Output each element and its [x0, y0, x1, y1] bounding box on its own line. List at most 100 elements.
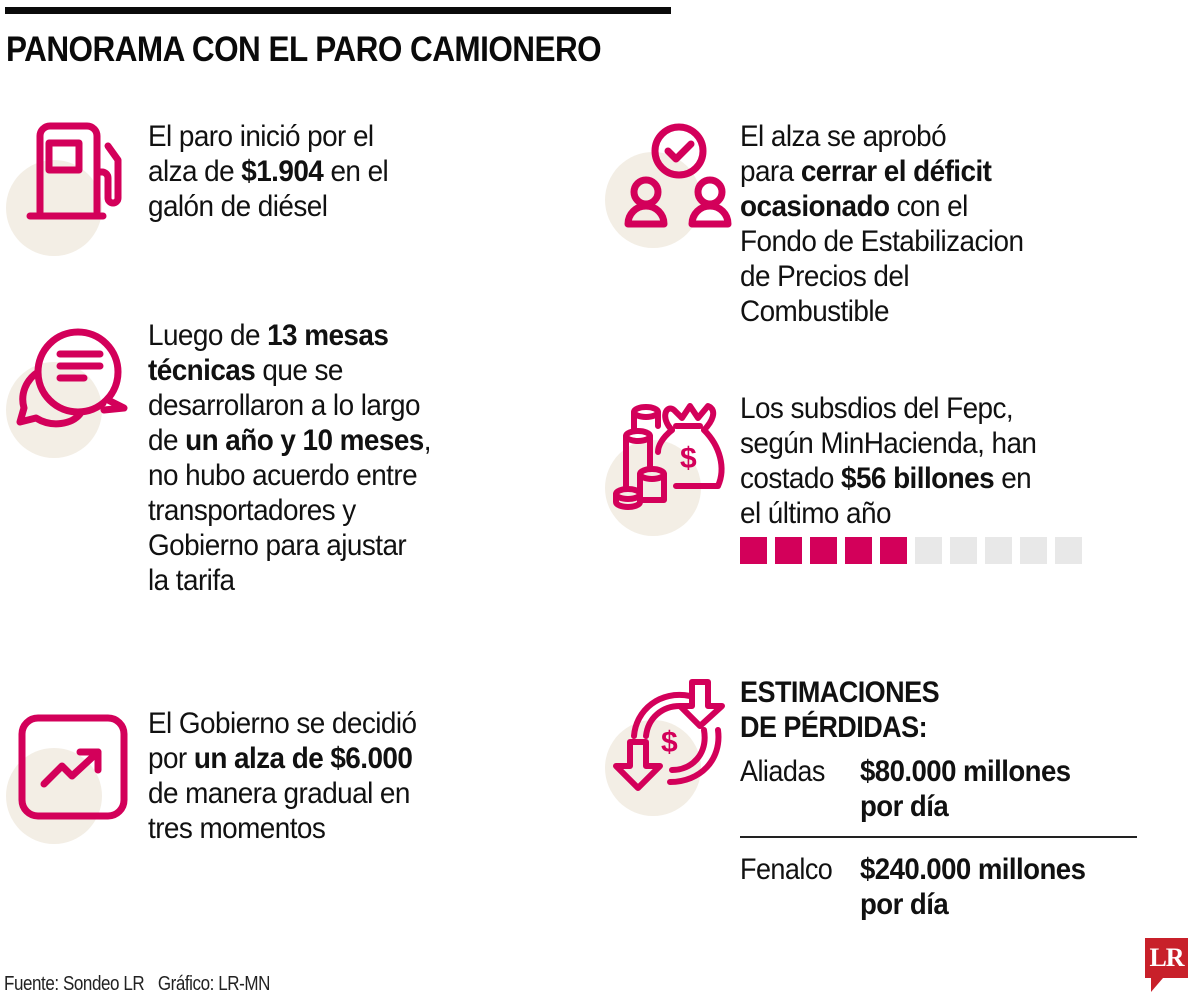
text-line: Fondo de Estabilizacion [740, 224, 1024, 259]
page-title: PANORAMA CON EL PARO CAMIONERO [6, 30, 602, 69]
highlight-text: $56 billones [841, 462, 995, 495]
text-line: tres momentos [148, 811, 416, 846]
progress-squares [740, 537, 1082, 564]
footer-source: Fuente: Sondeo LR [4, 973, 145, 995]
text-line: de Precios del [740, 259, 1023, 294]
fuel-pump-icon [26, 122, 122, 220]
body-text: costado [740, 462, 842, 495]
item-1-text: El paro inició por el alza de $1.904 en e… [148, 119, 389, 224]
square-empty [1055, 537, 1082, 564]
text-line: El paro inició por el [148, 119, 388, 154]
chat-bubbles-icon [16, 328, 128, 428]
item-5-icon-wrap: $ [600, 390, 740, 536]
body-text: galón de diésel [148, 190, 328, 223]
svg-text:$: $ [680, 442, 697, 475]
item-5-text: Los subsdios del Fepc, según MinHacienda,… [740, 391, 1037, 531]
square-filled [775, 537, 802, 564]
text-line: Combustible [740, 294, 1023, 329]
text-line: transportadores y [148, 493, 431, 528]
estimates-heading-line-2: DE PÉRDIDAS: [740, 711, 928, 744]
highlight-text: técnicas [148, 354, 256, 387]
square-filled [810, 537, 837, 564]
body-text: Fondo de Estabilizacion [740, 225, 1024, 258]
body-text: desarrollaron a lo largo [148, 389, 421, 422]
text-line: ocasionado con el [740, 189, 1023, 224]
body-text: alza de [148, 155, 242, 188]
body-text: Combustible [740, 295, 890, 328]
body-text: de [148, 424, 186, 457]
body-text: Los subsdios del Fepc, [740, 392, 1014, 425]
text-line: el último año [740, 496, 1036, 531]
estimate-value: $80.000 millones por día [860, 754, 1071, 824]
text-line: El alza se aprobó [740, 119, 1023, 154]
lr-logo: LR [1145, 938, 1188, 992]
body-text: Luego de [148, 319, 268, 352]
text-line: galón de diésel [148, 189, 388, 224]
body-text: el último año [740, 497, 892, 530]
body-text: en el [323, 155, 389, 188]
body-text: no hubo acuerdo entre [148, 459, 418, 492]
estimates-icon-wrap: $ [600, 670, 740, 816]
estimate-label: Fenalco [740, 853, 833, 886]
body-text: de Precios del [740, 260, 910, 293]
text-line: la tarifa [148, 563, 431, 598]
text-line: de un año y 10 meses, [148, 423, 431, 458]
highlight-text: un alza de $6.000 [193, 742, 413, 775]
svg-text:$: $ [661, 726, 678, 759]
icon-background [6, 160, 102, 256]
body-text: la tarifa [148, 564, 235, 597]
estimate-value: $240.000 millones por día [860, 852, 1086, 922]
body-text: El alza se aprobó [740, 120, 947, 153]
square-filled [845, 537, 872, 564]
estimates-heading-line-1: ESTIMACIONES [740, 676, 940, 709]
item-2-text: Luego de 13 mesas técnicas que se desarrol… [148, 318, 431, 598]
item-4-text: El alza se aprobó para cerrar el déficit o… [740, 119, 1024, 329]
body-text: para [740, 155, 801, 188]
text-line: para cerrar el déficit [740, 154, 1023, 189]
body-text: de manera gradual en [148, 777, 410, 810]
highlight-text: $1.904 [241, 155, 324, 188]
body-text: con el [889, 190, 969, 223]
highlight-text: 13 mesas [267, 319, 389, 352]
item-4-icon-wrap [600, 110, 740, 250]
text-line: Luego de 13 mesas [148, 318, 431, 353]
body-text: tres momentos [148, 812, 326, 845]
text-line: Gobierno para ajustar [148, 528, 431, 563]
body-text: según MinHacienda, han [740, 427, 1037, 460]
text-line: alza de $1.904 en el [148, 154, 389, 189]
body-text: que se [255, 354, 343, 387]
square-empty [1020, 537, 1047, 564]
body-text: transportadores y [148, 494, 356, 527]
text-line: de manera gradual en [148, 776, 416, 811]
body-text: Gobierno para ajustar [148, 529, 407, 562]
footer-graphic: Gráfico: LR-MN [157, 973, 271, 995]
estimate-value-line-2: por día [860, 888, 949, 921]
users-approved-icon [624, 123, 732, 228]
top-rule [5, 7, 671, 14]
estimates-heading: ESTIMACIONES DE PÉRDIDAS: [740, 675, 940, 745]
estimate-label: Aliadas [740, 755, 825, 788]
text-line: Los subsdios del Fepc, [740, 391, 1036, 426]
item-1-icon-wrap [0, 110, 140, 256]
money-loss-arrows-icon: $ [613, 679, 725, 791]
text-line: no hubo acuerdo entre [148, 458, 431, 493]
text-line: por un alza de $6.000 [148, 741, 416, 776]
square-empty [985, 537, 1012, 564]
text-line: técnicas que se [148, 353, 431, 388]
square-empty [915, 537, 942, 564]
estimates-divider [740, 836, 1137, 838]
text-line: costado $56 billones en [740, 461, 1036, 496]
item-3-icon-wrap [0, 690, 140, 844]
footer-credits: Fuente: Sondeo LR Gráfico: LR-MN [4, 973, 270, 996]
estimate-value-line-2: por día [860, 790, 949, 823]
estimate-value-line-1: $80.000 millones [860, 755, 1071, 788]
body-text: por [148, 742, 194, 775]
money-bag-coins-icon: $ [613, 403, 725, 510]
square-empty [950, 537, 977, 564]
item-2-icon-wrap [0, 310, 140, 458]
text-line: desarrollaron a lo largo [148, 388, 431, 423]
text-line: según MinHacienda, han [740, 426, 1037, 461]
estimate-value-line-1: $240.000 millones [860, 853, 1086, 886]
item-3-text: El Gobierno se decidió por un alza de $6.… [148, 706, 417, 846]
square-filled [880, 537, 907, 564]
